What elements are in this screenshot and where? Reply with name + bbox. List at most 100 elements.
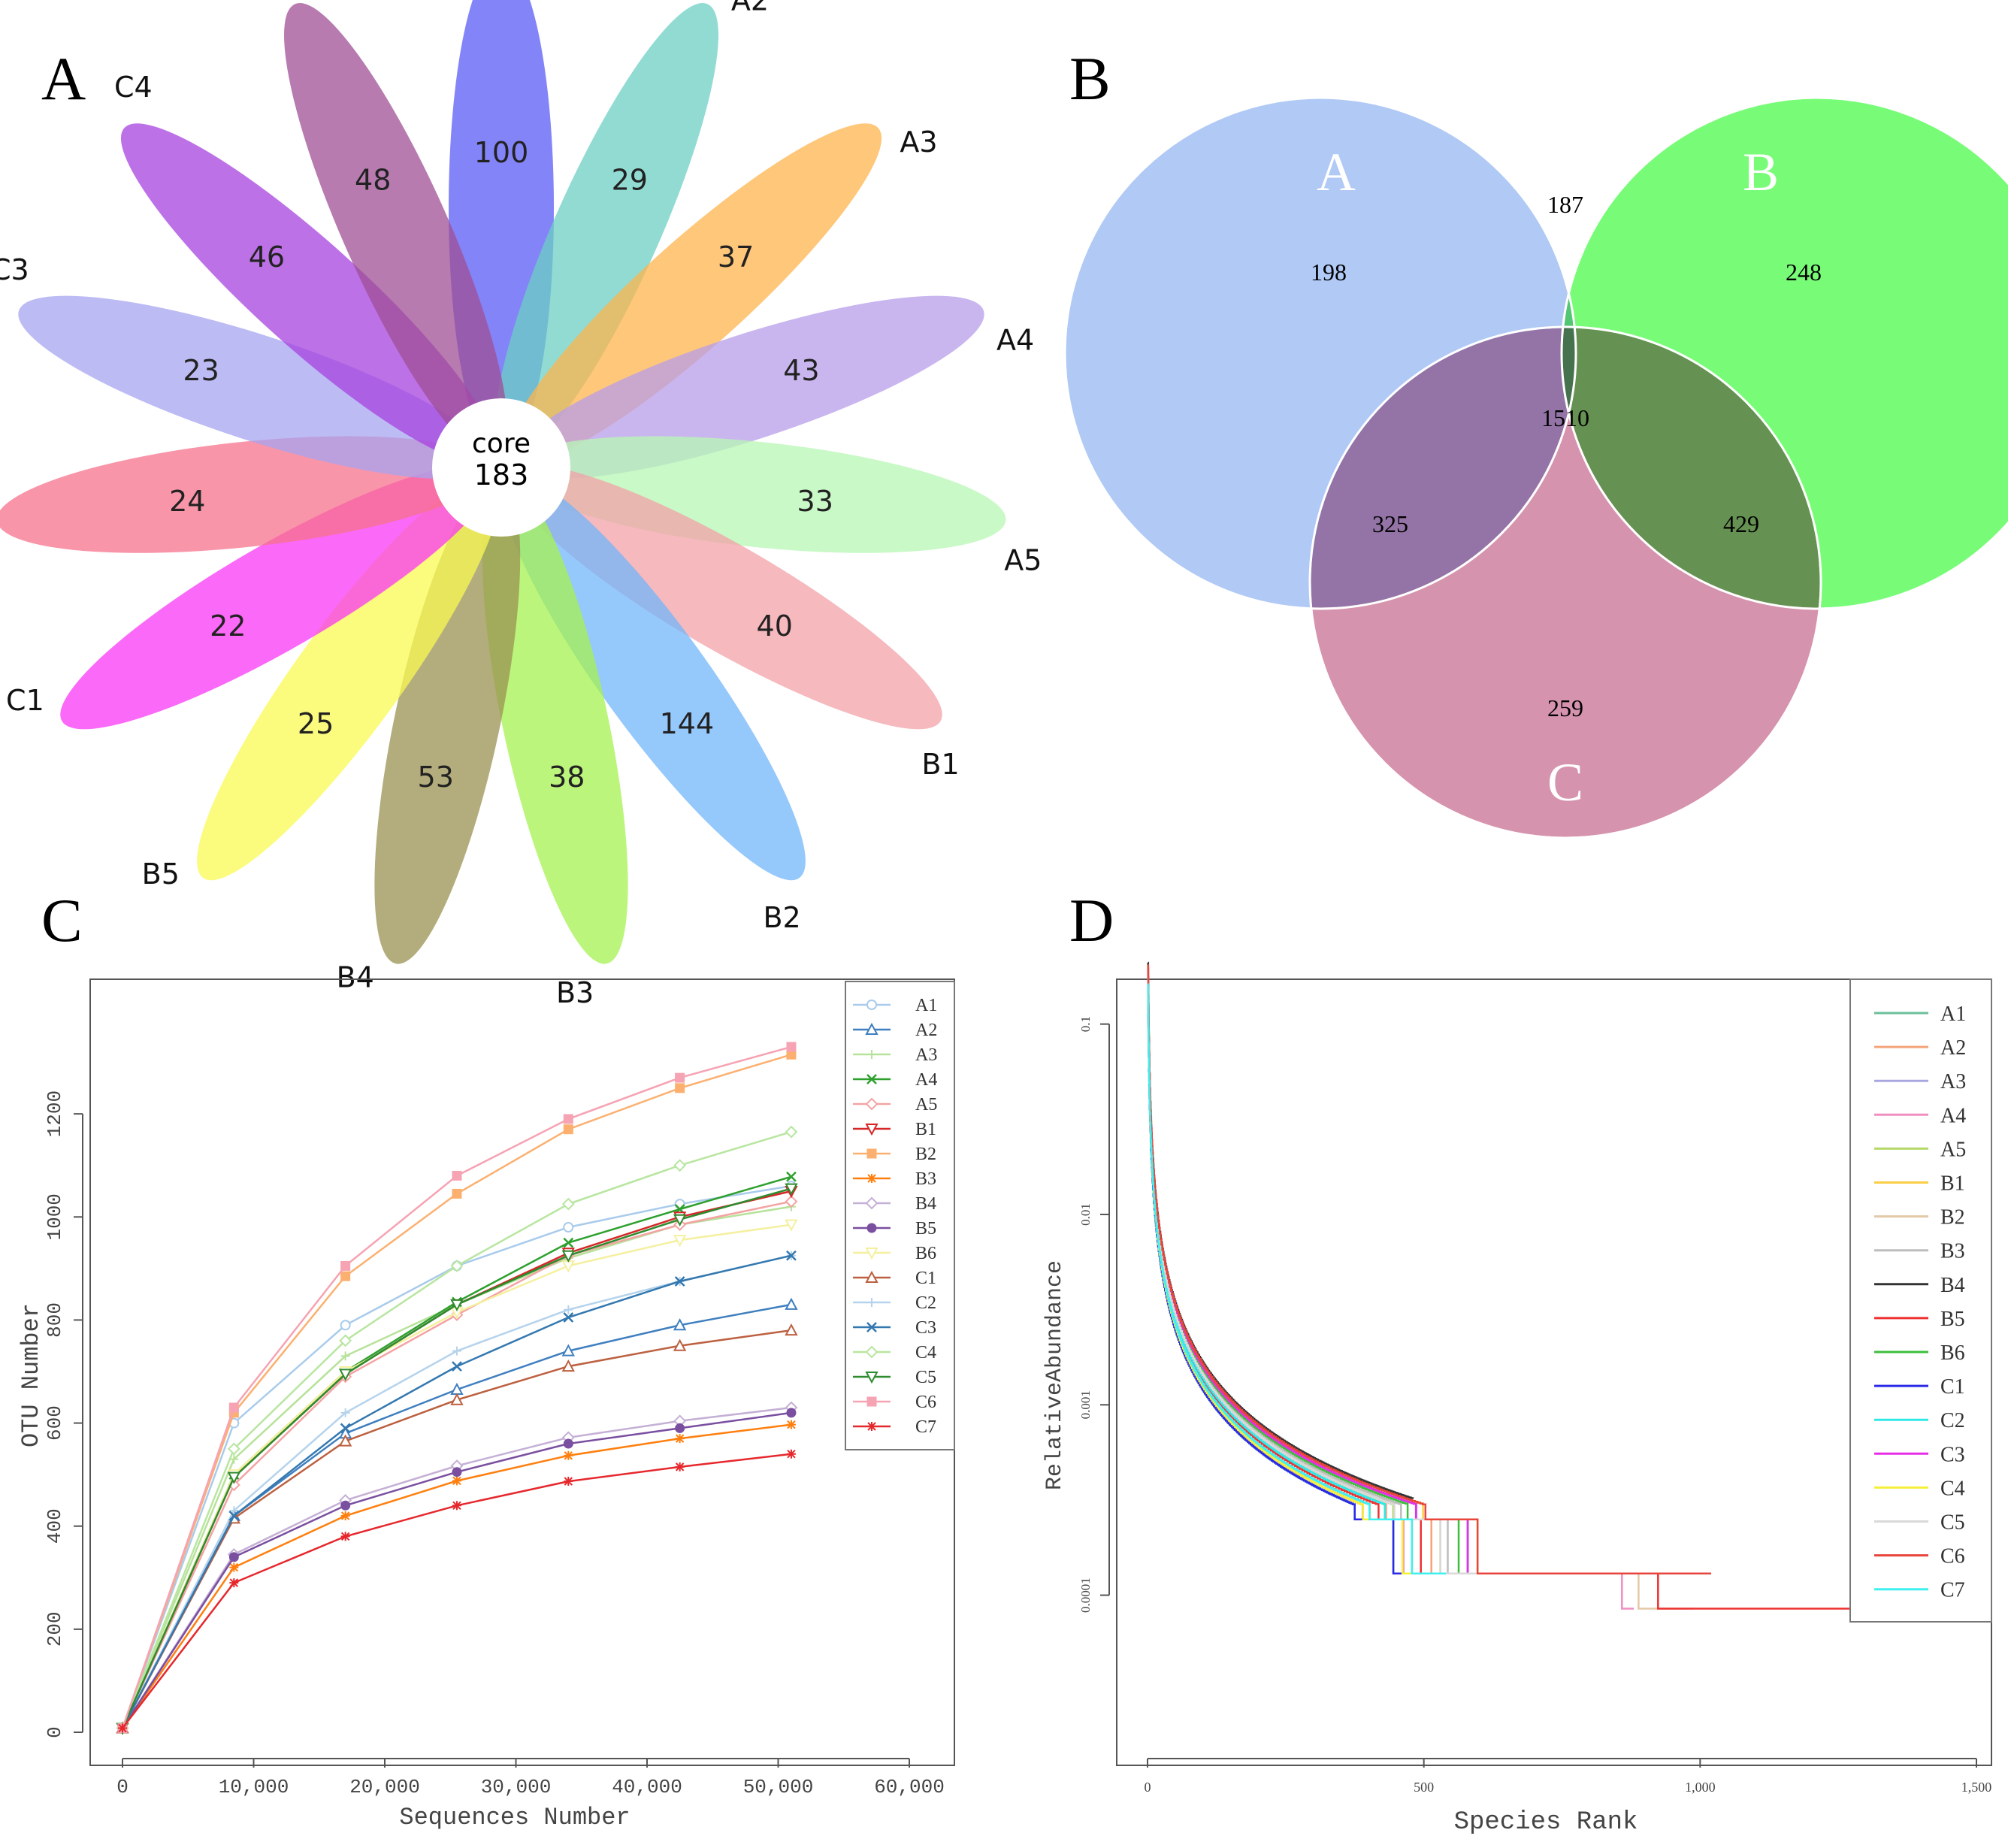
c-legend-box — [845, 981, 955, 1450]
petal-b2 — [501, 473, 806, 881]
petal-c5 — [284, 2, 508, 458]
venn-set-label-c: C — [1547, 752, 1583, 812]
petal-name-b5: B5 — [142, 857, 180, 891]
c-ylabel: OTU Number — [17, 1303, 45, 1447]
c-point-c5 — [673, 1214, 687, 1226]
c-legend-marker-b6 — [865, 1248, 878, 1260]
c-legend-marker-c4 — [865, 1345, 878, 1359]
venn-set-label-b: B — [1743, 142, 1779, 202]
d-legend-label-c6: C6 — [1940, 1545, 1965, 1568]
c-point-c1 — [338, 1434, 352, 1447]
c-point-c4 — [673, 1159, 687, 1172]
c-ytick-label: 1200 — [44, 1090, 66, 1137]
c-point-c2 — [564, 1305, 573, 1314]
d-lines — [1147, 961, 1882, 1610]
petal-value-a3: 37 — [718, 240, 754, 274]
c-point-b5 — [786, 1408, 797, 1418]
venn-abc: 1510 — [1541, 404, 1589, 431]
c-point-c7 — [118, 1723, 127, 1733]
c-ytick-label: 1000 — [44, 1193, 66, 1240]
c-legend-label-b2: B2 — [915, 1145, 936, 1164]
c-legend-label-b6: B6 — [915, 1244, 936, 1263]
c-point-a3 — [229, 1454, 239, 1464]
petal-value-b3: 38 — [549, 761, 585, 794]
c-legend-label-c7: C7 — [915, 1417, 936, 1437]
d-series-line-b6 — [1147, 969, 1628, 1574]
c-xtick-label: 30,000 — [481, 1776, 552, 1798]
c-point-c2 — [340, 1408, 350, 1417]
petal-name-c4: C4 — [114, 71, 153, 104]
petal-b4 — [374, 478, 521, 964]
d-axes: 0 500 1,000 1,500 0.1 0.01 0.001 0.0001 — [1078, 1016, 1991, 1795]
venn-c-only: 259 — [1547, 694, 1583, 721]
c-point-b6 — [561, 1260, 575, 1273]
d-xtick-label: 500 — [1414, 1780, 1434, 1795]
c-xtick-label: 20,000 — [349, 1776, 420, 1798]
c-point-c3 — [228, 1511, 240, 1521]
c-legend-marker-b5 — [866, 1223, 877, 1233]
petal-b1 — [509, 464, 942, 730]
d-xlabel: Species Rank — [1454, 1808, 1638, 1837]
c-legend-marker-b1 — [865, 1124, 878, 1136]
c-legend-label-b3: B3 — [915, 1169, 936, 1189]
d-legend-label-c5: C5 — [1940, 1511, 1965, 1535]
c-legend-label-c4: C4 — [915, 1343, 936, 1363]
petal-name-b4: B4 — [337, 961, 374, 994]
c-ytick-label: 400 — [44, 1508, 66, 1544]
c-series-line-c4 — [121, 1130, 792, 1729]
d-xtick-label: 0 — [1145, 1780, 1151, 1795]
c-xtick-label: 50,000 — [743, 1776, 814, 1798]
c-ytick-label: 600 — [44, 1405, 66, 1441]
petal-value-b2: 144 — [660, 707, 715, 740]
petal-c3 — [18, 295, 491, 479]
d-ytick-label: 0.0001 — [1078, 1577, 1093, 1613]
venn-set-label-a: A — [1317, 142, 1356, 202]
c-series-line-a2 — [121, 1303, 792, 1729]
petal-value-b5: 25 — [298, 707, 334, 740]
d-series-line-c6 — [1147, 963, 1711, 1574]
d-series-line-b5 — [1147, 980, 1882, 1610]
d-legend-label-b3: B3 — [1940, 1240, 1965, 1263]
c-point-c5 — [227, 1471, 240, 1484]
petal-value-c2: 24 — [169, 485, 205, 518]
c-xlabel: Sequences Number — [399, 1804, 630, 1831]
petal-value-c5: 48 — [355, 163, 391, 196]
panel-d: D 0 500 1,000 1,500 0.1 0.01 0.001 0.0001 Speci… — [1042, 886, 1992, 1837]
c-legend: A1 A2 A3 A4 A5 B1 B2 B3 B4 B5 B6 C1 C2 C3 C4 C5 C6 C7 — [845, 981, 955, 1450]
petal-a4 — [511, 295, 984, 479]
c-point-c4 — [785, 1125, 798, 1139]
petal-name-c1: C1 — [6, 684, 44, 717]
c-point-c7 — [564, 1477, 573, 1487]
c-legend-marker-a4 — [866, 1074, 877, 1084]
c-point-c1 — [561, 1360, 575, 1372]
c-point-c3 — [674, 1276, 685, 1287]
c-point-a2 — [561, 1344, 575, 1357]
c-ytick-label: 200 — [44, 1611, 66, 1647]
petal-name-a2: A2 — [731, 0, 769, 17]
d-ylabel: RelativeAbundance — [1042, 1260, 1068, 1490]
c-point-c2 — [452, 1346, 461, 1356]
d-xtick-label: 1,000 — [1685, 1780, 1716, 1795]
petal-value-c3: 23 — [183, 354, 219, 387]
c-ytick-label: 0 — [44, 1726, 66, 1738]
panel-label-d: D — [1069, 886, 1114, 954]
petal-value-c4: 46 — [249, 240, 285, 274]
d-series-line-a4 — [1147, 986, 1635, 1610]
panel-label-c: C — [41, 886, 83, 954]
c-point-c3 — [452, 1361, 462, 1372]
c-point-b6 — [673, 1235, 687, 1248]
petal-value-a1: 100 — [474, 136, 529, 169]
c-point-b3 — [340, 1511, 350, 1520]
c-legend-marker-a2 — [865, 1022, 878, 1035]
c-legend-label-a5: A5 — [915, 1095, 937, 1115]
venn-labels: A B C 198 248 259 187 325 429 1510 — [1311, 142, 1822, 812]
c-point-c6 — [563, 1114, 573, 1124]
c-legend-marker-a5 — [865, 1097, 878, 1111]
c-point-c5 — [785, 1183, 798, 1196]
venn-ac: 325 — [1372, 510, 1408, 537]
c-point-b5 — [340, 1500, 351, 1511]
d-legend-label-a2: A2 — [1940, 1036, 1966, 1060]
petal-name-a5: A5 — [1004, 543, 1042, 576]
c-point-c4 — [227, 1442, 240, 1456]
